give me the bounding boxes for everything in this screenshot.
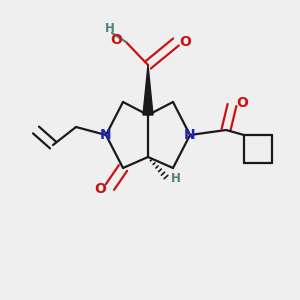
Text: O: O xyxy=(236,96,248,110)
Text: N: N xyxy=(184,128,196,142)
Text: H: H xyxy=(171,172,181,185)
Text: O: O xyxy=(94,182,106,196)
Text: O: O xyxy=(110,33,122,47)
Text: N: N xyxy=(100,128,112,142)
Text: H: H xyxy=(105,22,115,35)
Polygon shape xyxy=(143,65,153,115)
Text: O: O xyxy=(179,35,191,49)
